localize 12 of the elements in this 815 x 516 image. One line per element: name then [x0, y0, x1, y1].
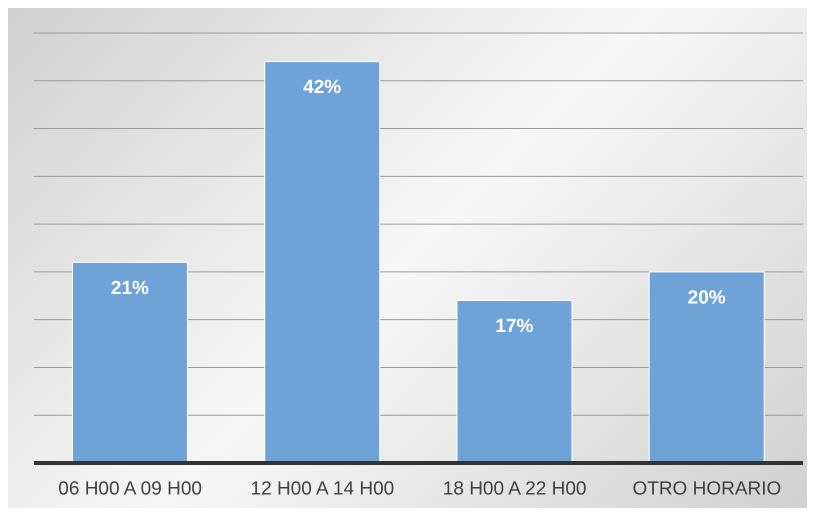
- bar: [648, 271, 765, 463]
- x-tick-label: OTRO HORARIO: [632, 478, 782, 500]
- bar: [72, 262, 188, 463]
- data-label: 20%: [688, 287, 726, 308]
- data-label: 21%: [110, 278, 150, 299]
- data-label: 42%: [303, 77, 342, 98]
- data-label: 17%: [495, 316, 534, 338]
- bar: [456, 300, 572, 463]
- x-tick-label: 18 H00 A 22 H00: [442, 478, 586, 500]
- bar: [264, 61, 380, 463]
- x-tick-label: 06 H00 A 09 H00: [58, 478, 202, 500]
- x-tick-label: 12 H00 A 14 H00: [250, 478, 394, 500]
